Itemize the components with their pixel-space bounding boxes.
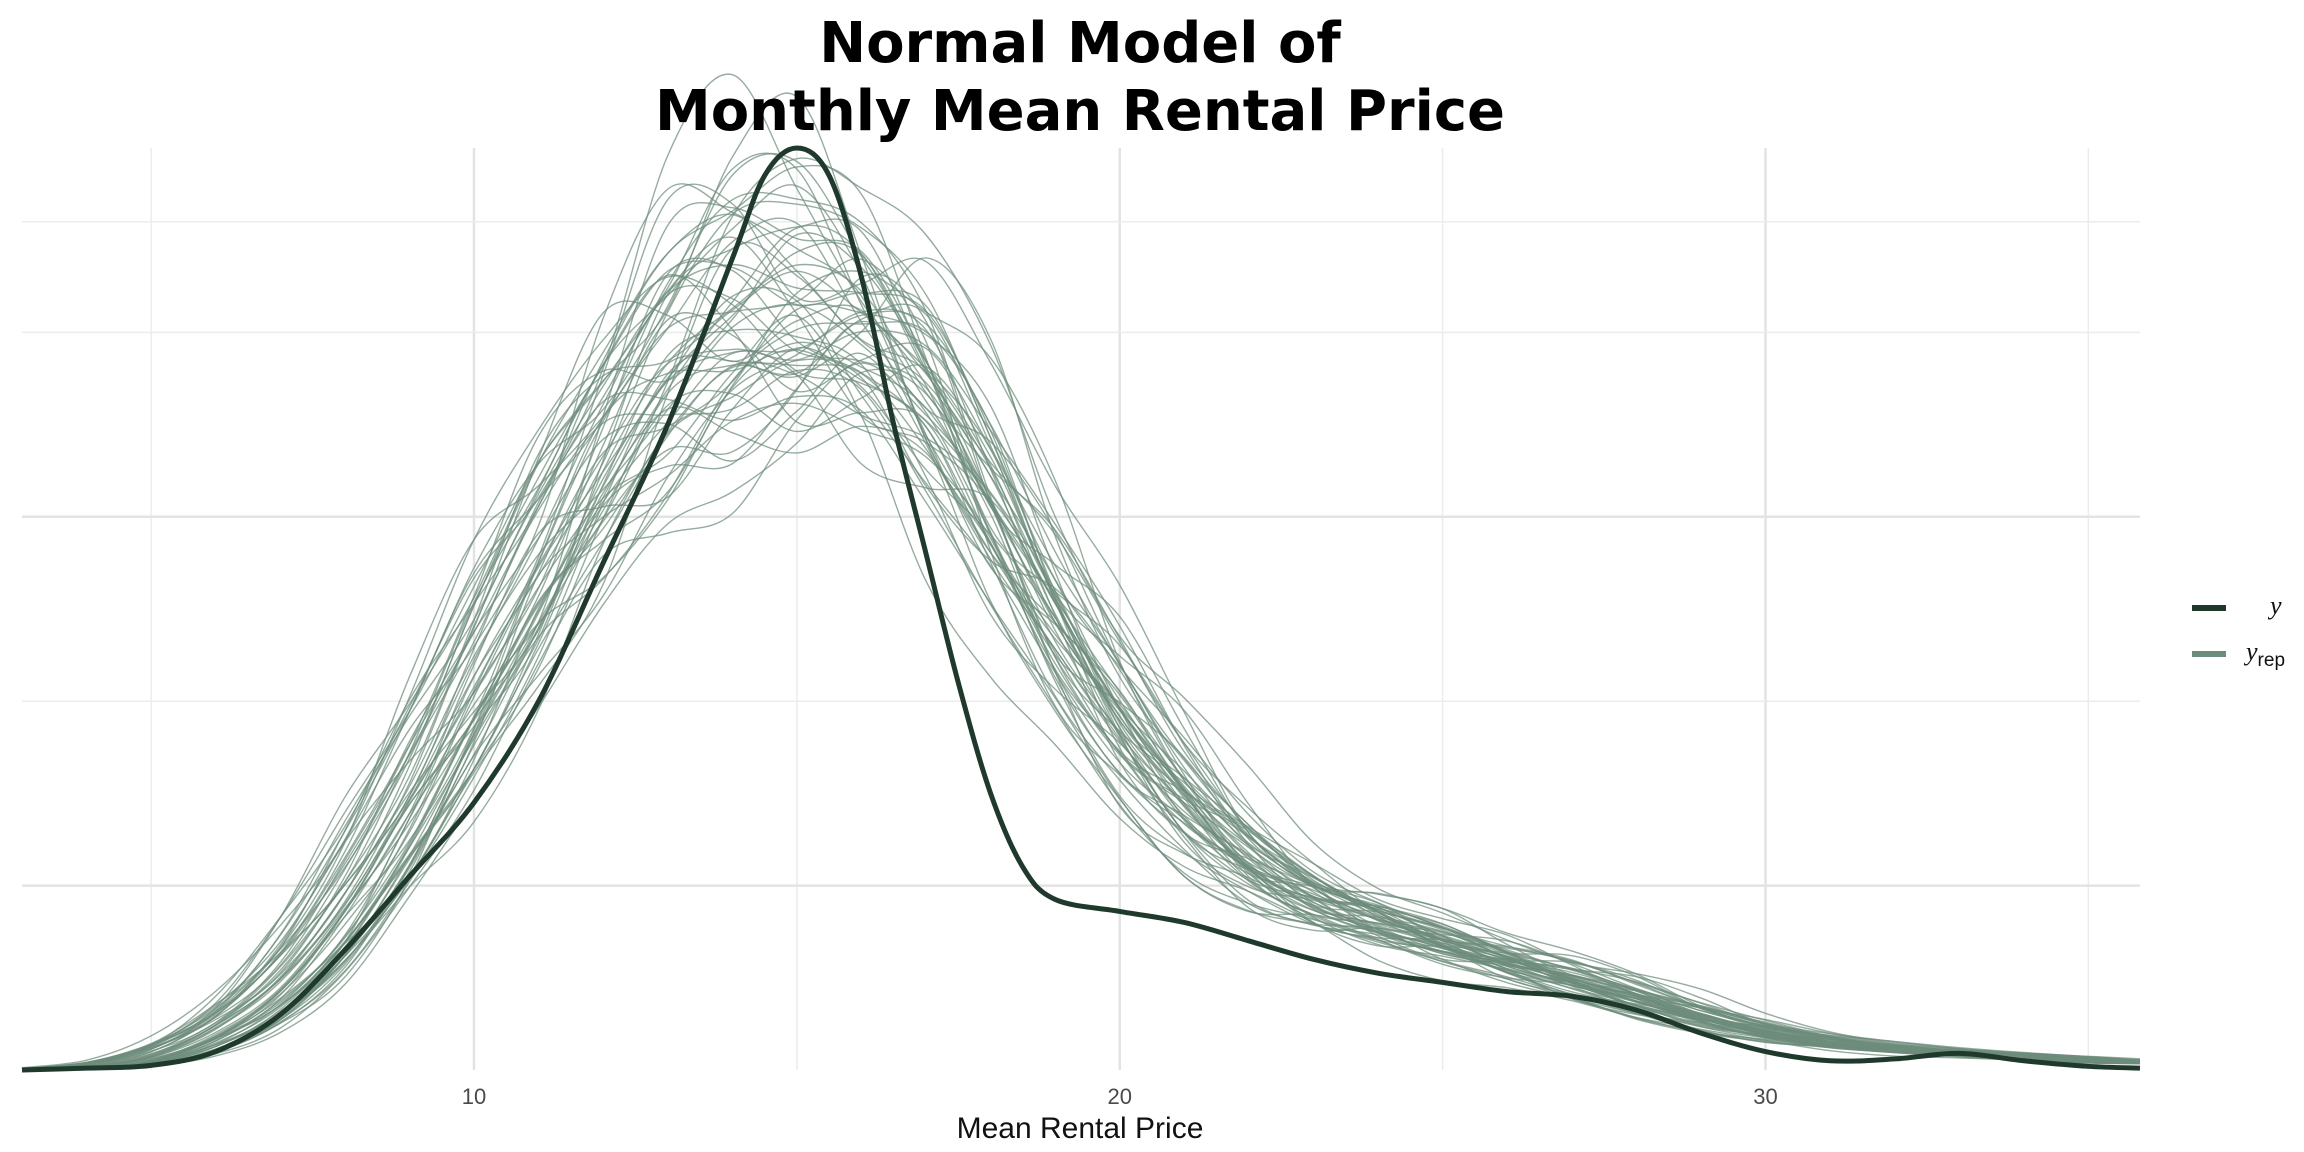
yrep-curve-44 xyxy=(21,358,2141,1071)
x-axis-label: Mean Rental Price xyxy=(957,1112,1204,1145)
chart-title-line-2: Monthly Mean Rental Price xyxy=(655,79,1505,144)
chart-title-line-1: Normal Model of xyxy=(819,11,1341,76)
yrep-curve-43 xyxy=(21,157,2141,1071)
yrep-curve-38 xyxy=(21,368,2141,1070)
x-tick-label-10: 10 xyxy=(462,1084,486,1109)
yrep-curve-34 xyxy=(21,164,2141,1070)
yrep-curve-19 xyxy=(21,274,2141,1070)
yrep-curve-16 xyxy=(21,241,2141,1071)
yrep-curve-36 xyxy=(21,362,2141,1071)
legend-label-yrep-sub: rep xyxy=(2258,650,2285,671)
legend: y yrep xyxy=(2192,591,2285,671)
yrep-curves xyxy=(21,73,2141,1071)
legend-label-yrep-main: y xyxy=(2243,637,2258,666)
yrep-curve-50 xyxy=(21,183,2141,1070)
yrep-curve-54 xyxy=(21,224,2141,1071)
legend-label-y: y xyxy=(2267,591,2282,620)
legend-label-y-main: y xyxy=(2267,591,2282,620)
yrep-curve-57 xyxy=(21,406,2141,1071)
yrep-curve-20 xyxy=(21,241,2141,1071)
yrep-curve-52 xyxy=(21,184,2141,1070)
yrep-curve-3 xyxy=(21,352,2141,1070)
x-tick-labels: 10 20 30 xyxy=(462,1084,1778,1109)
yrep-curve-29 xyxy=(21,257,2141,1071)
y-curve-layer xyxy=(21,145,2141,1073)
x-tick-label-20: 20 xyxy=(1108,1084,1132,1109)
yrep-curve-58 xyxy=(21,368,2141,1071)
yrep-curve-56 xyxy=(21,260,2141,1071)
yrep-curve-59 xyxy=(21,341,2141,1071)
y-curve xyxy=(21,145,2141,1073)
yrep-curve-51 xyxy=(21,218,2141,1071)
x-tick-label-30: 30 xyxy=(1753,1084,1777,1109)
yrep-curve-45 xyxy=(21,183,2141,1071)
yrep-curve-53 xyxy=(21,349,2141,1071)
legend-label-yrep: yrep xyxy=(2243,637,2285,671)
yrep-curve-23 xyxy=(21,273,2141,1071)
yrep-curve-47 xyxy=(21,362,2141,1071)
yrep-curve-55 xyxy=(21,263,2141,1071)
yrep-curve-22 xyxy=(21,361,2141,1071)
